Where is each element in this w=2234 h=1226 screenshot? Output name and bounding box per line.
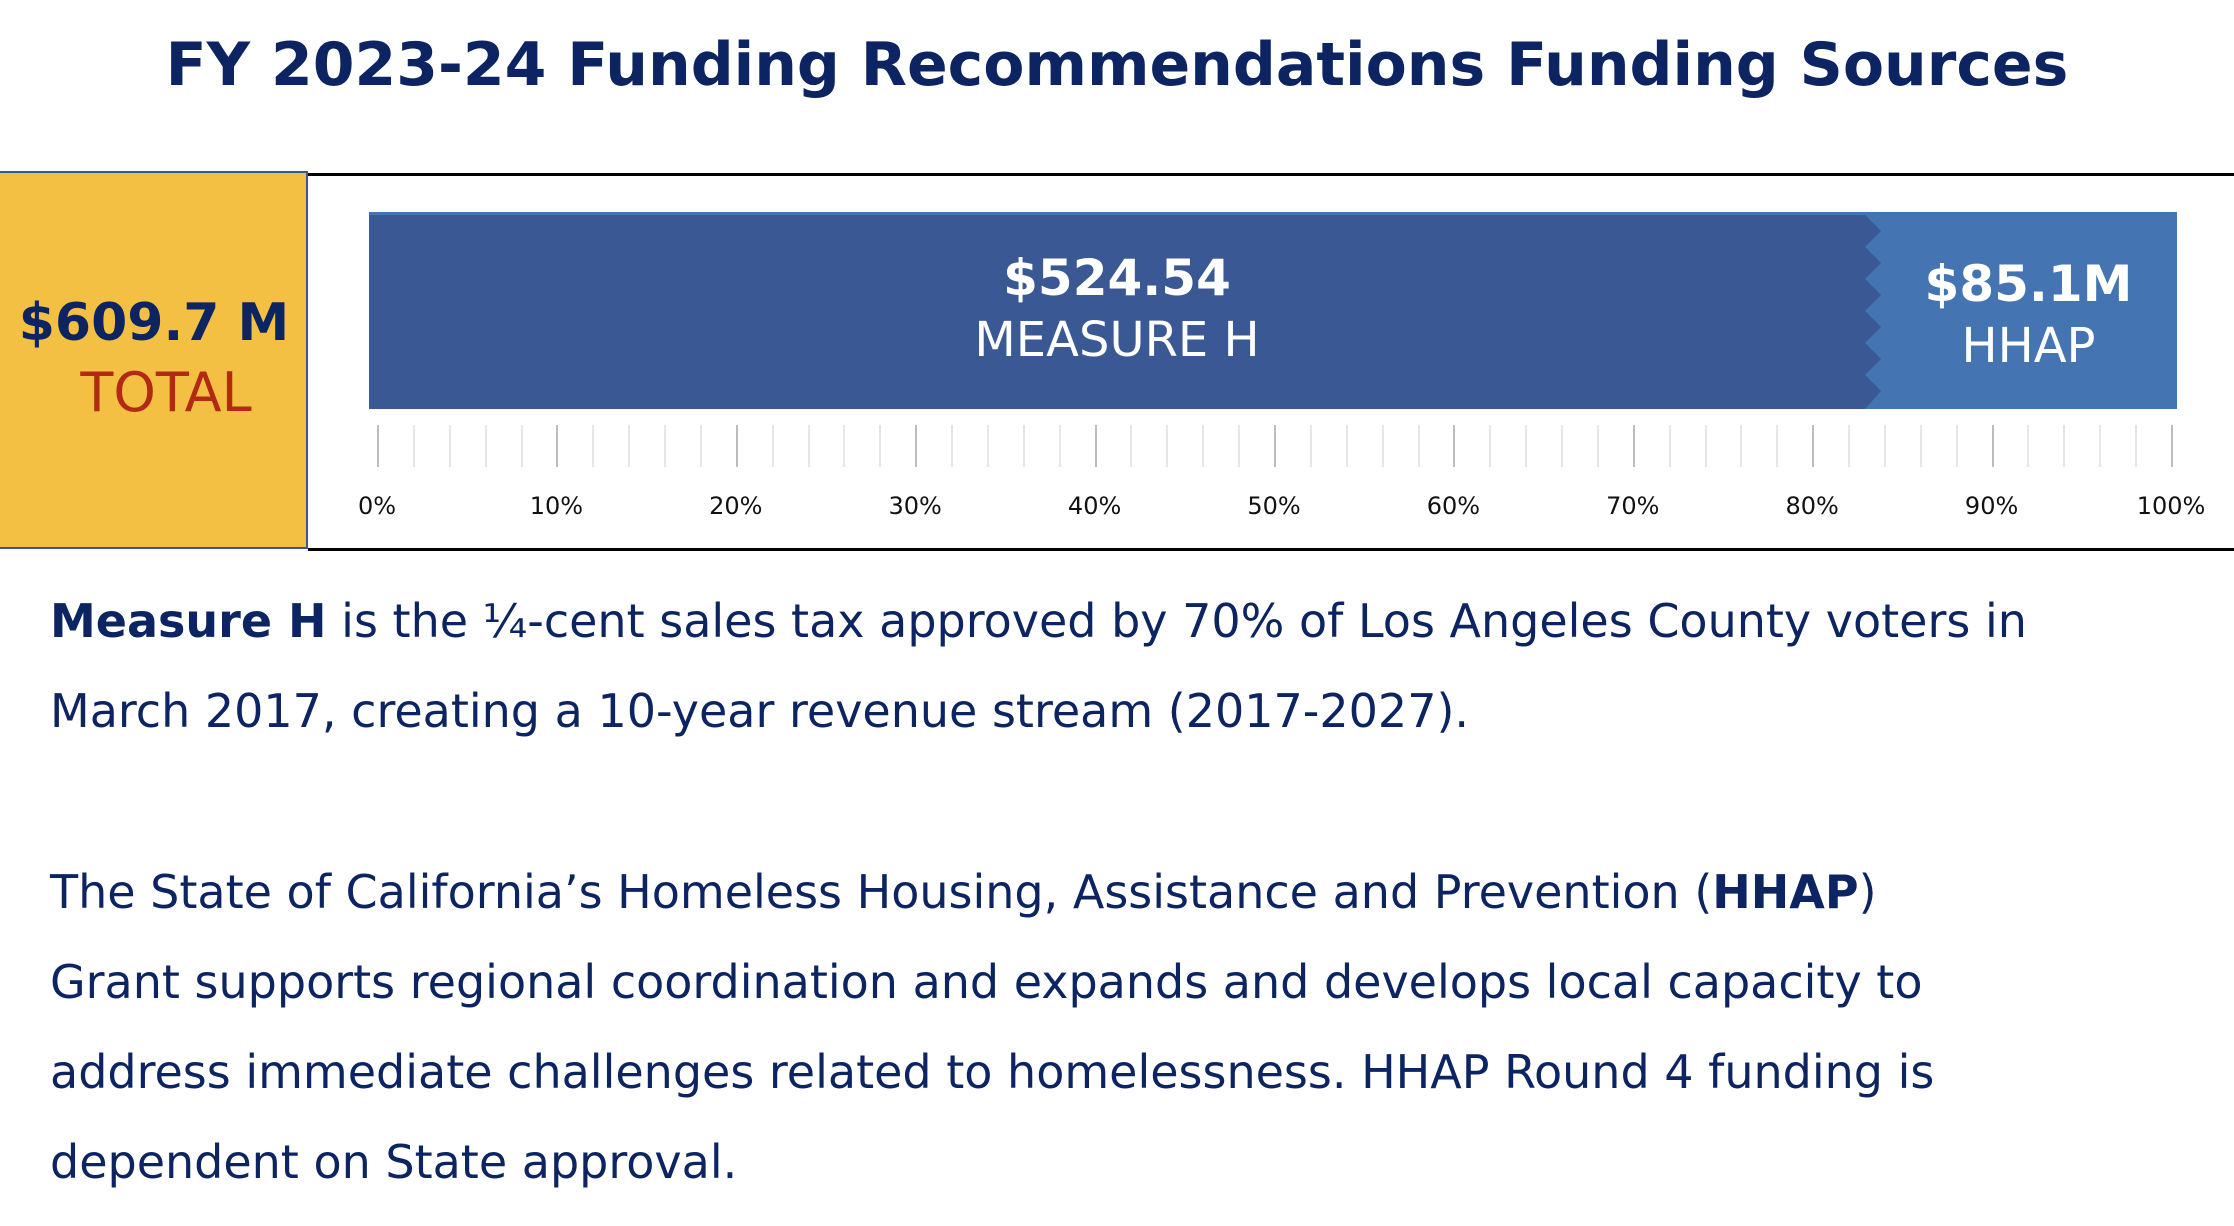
hhap-description: The State of California’s Homeless Housi…	[50, 847, 2200, 1207]
measure-h-line-2: March 2017, creating a 10-year revenue s…	[50, 684, 1470, 738]
tick-label: 40%	[1067, 492, 1122, 520]
hhap-text-post: )	[1858, 865, 1877, 919]
page-title: FY 2023-24 Funding Recommendations Fundi…	[165, 30, 2069, 100]
measure-h-description: Measure H is the ¼-cent sales tax approv…	[50, 576, 2200, 756]
major-tick	[556, 425, 559, 467]
hhap-line-2: Grant supports regional coordination and…	[50, 955, 1923, 1009]
major-tick	[735, 425, 738, 467]
tick-label: 70%	[1606, 492, 1660, 520]
minor-tick	[484, 425, 487, 467]
hhap-text-pre: The State of California’s Homeless Housi…	[50, 865, 1713, 919]
major-tick	[1453, 425, 1456, 467]
minor-tick	[2135, 425, 2138, 467]
minor-tick	[1166, 425, 1169, 467]
axis-ticks	[0, 425, 2234, 467]
tick-label: 60%	[1426, 492, 1481, 520]
minor-tick	[951, 425, 954, 467]
minor-tick	[1417, 425, 1420, 467]
minor-tick	[1561, 425, 1564, 467]
tick-label: 50%	[1247, 492, 1301, 520]
minor-tick	[1848, 425, 1851, 467]
tick-label: 0%	[357, 492, 397, 520]
measure-h-line-1: Measure H is the ¼-cent sales tax approv…	[50, 576, 2200, 666]
minor-tick	[2099, 425, 2102, 467]
minor-tick	[843, 425, 846, 467]
zigzag-divider-icon	[1865, 215, 1881, 409]
minor-tick	[1202, 425, 1205, 467]
minor-tick	[807, 425, 810, 467]
hhap-value: $85.1M	[1924, 255, 2133, 313]
total-amount: $609.7 M	[18, 293, 290, 353]
measure-h-label: $524.54 MEASURE H	[369, 248, 1865, 372]
hhap-bold: HHAP	[1712, 865, 1859, 919]
minor-tick	[986, 425, 989, 467]
major-tick	[1632, 425, 1635, 467]
minor-tick	[1525, 425, 1528, 467]
major-tick	[1274, 425, 1276, 467]
minor-tick	[1022, 425, 1025, 467]
minor-tick	[1740, 425, 1743, 467]
minor-tick	[1776, 425, 1779, 467]
minor-tick	[412, 425, 415, 467]
major-tick	[1094, 425, 1097, 467]
minor-tick	[1381, 425, 1384, 467]
minor-tick	[771, 425, 774, 467]
minor-tick	[1345, 425, 1348, 467]
tick-label: 30%	[888, 492, 942, 520]
tick-label: 90%	[1964, 492, 2019, 520]
major-tick	[1991, 425, 1994, 467]
hhap-line-1: The State of California’s Homeless Housi…	[50, 847, 2200, 937]
measure-h-name: MEASURE H	[974, 312, 1260, 368]
minor-tick	[699, 425, 702, 467]
major-tick	[377, 425, 379, 467]
minor-tick	[879, 425, 882, 467]
tick-label: 80%	[1785, 492, 1839, 520]
minor-tick	[1919, 425, 1922, 467]
measure-h-value: $524.54	[1003, 249, 1231, 307]
total-label: TOTAL	[80, 361, 252, 424]
minor-tick	[1955, 425, 1958, 467]
major-tick	[915, 425, 918, 467]
major-tick	[2171, 425, 2173, 467]
minor-tick	[448, 425, 451, 467]
minor-tick	[1238, 425, 1241, 467]
minor-tick	[520, 425, 523, 467]
minor-tick	[1668, 425, 1671, 467]
major-tick	[1812, 425, 1815, 467]
minor-tick	[1130, 425, 1133, 467]
hhap-line-4: dependent on State approval.	[50, 1135, 738, 1189]
minor-tick	[664, 425, 667, 467]
minor-tick	[628, 425, 631, 467]
minor-tick	[2063, 425, 2066, 467]
minor-tick	[592, 425, 595, 467]
minor-tick	[1309, 425, 1312, 467]
measure-h-bold: Measure H	[50, 594, 327, 648]
minor-tick	[1058, 425, 1061, 467]
minor-tick	[2027, 425, 2030, 467]
hhap-name: HHAP	[1961, 318, 2096, 374]
tick-label: 10%	[529, 492, 584, 520]
tick-label: 100%	[2136, 492, 2206, 520]
minor-tick	[1489, 425, 1492, 467]
total-box: $609.7 M TOTAL	[0, 171, 308, 549]
hhap-label: $85.1M HHAP	[1880, 254, 2177, 378]
chart-frame	[308, 173, 2234, 551]
minor-tick	[1596, 425, 1599, 467]
bar-segment-hhap	[1865, 212, 2177, 409]
tick-label: 20%	[709, 492, 763, 520]
minor-tick	[1704, 425, 1707, 467]
hhap-line-3: address immediate challenges related to …	[50, 1045, 1935, 1099]
measure-h-text-1: is the ¼-cent sales tax approved by 70% …	[326, 594, 2027, 648]
minor-tick	[1883, 425, 1886, 467]
